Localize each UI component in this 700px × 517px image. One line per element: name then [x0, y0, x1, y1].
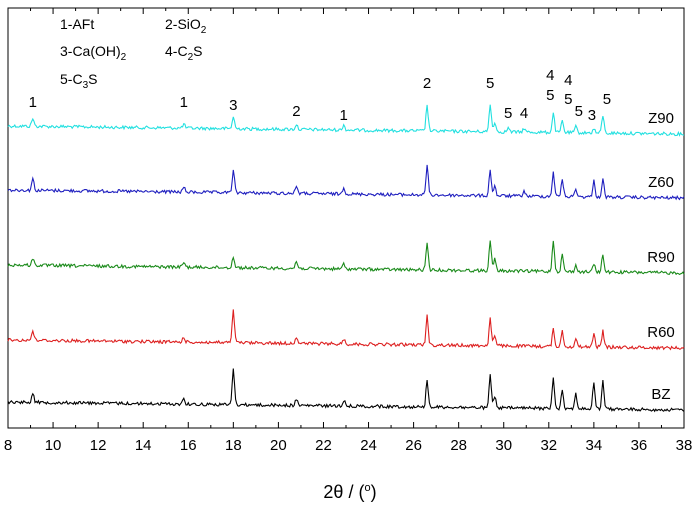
- x-tick-label: 10: [45, 437, 62, 454]
- x-tick-label: 16: [180, 437, 197, 454]
- series-label-R90: R90: [647, 249, 675, 266]
- x-axis-title: 2θ / (o): [323, 482, 376, 502]
- x-ticks: 8 10 12 14 16 18 20 22 24 26 28 30 32 34 36 38: [4, 8, 693, 454]
- peak-label: 2: [292, 103, 300, 120]
- peak-label: 2: [423, 75, 431, 92]
- peak-label: 3: [229, 97, 237, 114]
- peak-annotations: 1 1 3 2 12 55 44 45 55 35: [29, 67, 611, 124]
- x-tick-label: 36: [631, 437, 648, 454]
- legend-entry: 4-C2S: [165, 43, 202, 63]
- peak-label: 5: [546, 87, 554, 104]
- peak-label: 4: [546, 67, 554, 84]
- peak-label: 5: [564, 91, 572, 108]
- x-axis-label: 2θ / (o): [323, 482, 376, 502]
- legend: 1-AFt 2-SiO2 3-Ca(OH)2 4-C2S 5-C3S: [60, 16, 207, 91]
- series-label-Z60: Z60: [648, 174, 674, 191]
- peak-label: 4: [520, 105, 528, 122]
- x-tick-label: 38: [676, 437, 693, 454]
- legend-entry: 3-Ca(OH)2: [60, 43, 127, 63]
- x-tick-label: 20: [270, 437, 287, 454]
- series-line-R90: [7, 240, 685, 276]
- x-tick-label: 22: [315, 437, 332, 454]
- peak-label: 5: [486, 75, 494, 92]
- legend-entry: 1-AFt: [60, 16, 94, 32]
- peak-label: 3: [588, 107, 596, 124]
- x-tick-label: 12: [90, 437, 107, 454]
- series-label-Z90: Z90: [648, 110, 674, 127]
- x-tick-label: 28: [450, 437, 467, 454]
- series-line-BZ: [7, 368, 685, 413]
- peak-label: 1: [180, 94, 188, 111]
- x-tick-label: 32: [540, 437, 557, 454]
- legend-entry: 5-C3S: [60, 71, 97, 91]
- legend-entry: 2-SiO2: [165, 16, 207, 36]
- peak-label: 4: [564, 72, 572, 89]
- x-tick-label: 18: [225, 437, 242, 454]
- x-tick-label: 34: [586, 437, 603, 454]
- series-layer: Z90 Z60 R90 R60 BZ: [7, 104, 685, 413]
- peak-label: 5: [603, 91, 611, 108]
- x-tick-label: 30: [495, 437, 512, 454]
- plot-frame: [7, 7, 685, 429]
- x-tick-label: 24: [360, 437, 377, 454]
- peak-label: 5: [504, 105, 512, 122]
- series-line-Z90: [7, 104, 685, 137]
- series-label-R60: R60: [647, 324, 675, 341]
- x-tick-label: 14: [135, 437, 152, 454]
- peak-label: 5: [575, 103, 583, 120]
- series-line-Z60: [7, 164, 685, 201]
- series-line-R60: [7, 309, 685, 351]
- x-tick-label: 8: [4, 437, 12, 454]
- peak-label: 1: [340, 107, 348, 124]
- x-tick-label: 26: [405, 437, 422, 454]
- series-label-BZ: BZ: [651, 386, 670, 403]
- peak-label: 1: [29, 94, 37, 111]
